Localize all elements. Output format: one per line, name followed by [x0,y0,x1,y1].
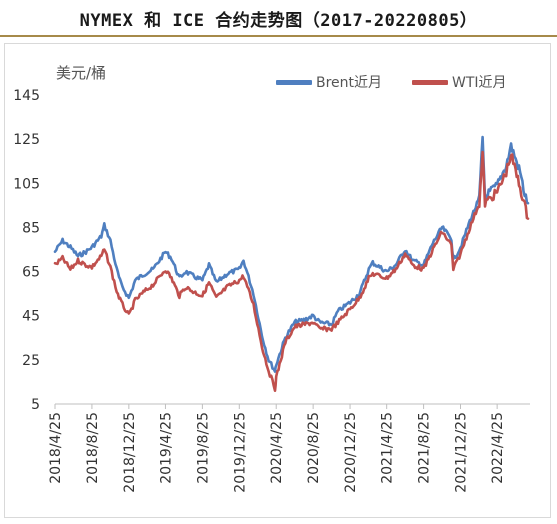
x-tick-label: 2018/4/25 [48,412,64,484]
unit-label: 美元/桶 [56,64,107,82]
x-tick-label: 2022/4/25 [490,412,506,484]
legend-wti-label: WTI近月 [452,75,507,91]
x-tick-label: 2020/8/25 [306,412,322,484]
x-tick-label: 2019/12/25 [232,412,248,493]
x-tick-label: 2020/4/25 [269,412,285,484]
x-tick-label: 2019/4/25 [158,412,174,484]
x-tick-label: 2018/8/25 [85,412,101,484]
y-tick-label: 105 [13,176,40,192]
y-tick-label: 145 [13,88,40,104]
legend-wti-swatch [412,79,448,85]
chart-frame [4,43,551,518]
y-tick-label: 25 [22,353,40,369]
legend-brent-swatch [276,79,312,85]
title-rule [0,35,557,37]
brent-series-line [53,135,530,373]
wti-series-line [53,150,530,392]
y-tick-label: 5 [31,397,40,413]
chart-title: NYMEX 和 ICE 合约走势图（2017-20220805） [79,11,478,31]
x-tick-label: 2020/12/25 [343,412,359,493]
legend-wti: WTI近月 [412,72,507,92]
y-tick-label: 65 [22,265,40,281]
y-tick-label: 125 [13,132,40,148]
y-tick-label: 85 [22,220,40,236]
x-tick-label: 2019/8/25 [195,412,211,484]
legend-brent: Brent近月 [276,72,382,92]
legend-brent-label: Brent近月 [316,75,383,91]
x-tick-label: 2018/12/25 [122,412,138,493]
x-tick-label: 2021/12/25 [454,412,470,493]
y-tick-label: 45 [22,309,40,325]
x-tick-label: 2021/4/25 [380,412,396,484]
x-tick-label: 2021/8/25 [417,412,433,484]
